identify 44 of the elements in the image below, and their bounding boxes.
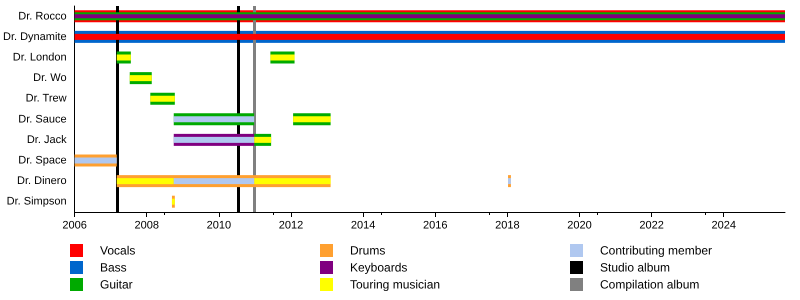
x-tick-label: 2018 — [495, 220, 520, 232]
y-tick-label: Dr. Space — [18, 154, 67, 166]
y-tick-label: Dr. Dinero — [17, 175, 67, 188]
y-tick-label: Dr. Sauce — [18, 113, 67, 126]
legend-label: Keyboards — [350, 260, 408, 274]
x-tick-label: 2016 — [422, 220, 448, 232]
bar — [116, 178, 174, 184]
y-tick-label: Dr. Trew — [26, 92, 67, 105]
bar — [174, 178, 254, 184]
x-tick-label: 2010 — [206, 220, 232, 232]
legend-label: Touring musician — [350, 278, 440, 292]
bar — [270, 54, 295, 60]
x-tick-label: 2014 — [350, 220, 376, 232]
legend-label: Drums — [350, 244, 386, 258]
legend-label: Bass — [100, 260, 127, 274]
bar — [74, 34, 785, 40]
y-tick-label: Dr. London — [12, 52, 67, 64]
legend-label: Vocals — [100, 244, 136, 258]
y-tick-label: Dr. Jack — [26, 134, 68, 146]
y-tick-label: Dr. Dynamite — [2, 30, 67, 43]
x-tick-label: 2012 — [278, 220, 304, 232]
legend-label: Guitar — [100, 278, 133, 292]
bar — [254, 178, 331, 184]
y-tick-label: Dr. Wo — [33, 72, 67, 84]
bar — [74, 158, 117, 164]
x-tick-label: 2022 — [639, 220, 664, 232]
x-tick-label: 2020 — [567, 220, 592, 232]
bar — [174, 116, 254, 122]
bar — [508, 178, 511, 184]
bar — [150, 96, 175, 102]
bar — [174, 136, 254, 143]
legend-label: Compilation album — [600, 278, 700, 292]
legend-label: Contributing member — [600, 244, 712, 258]
bar — [172, 198, 175, 205]
bar — [116, 54, 131, 60]
x-tick-label: 2006 — [62, 220, 87, 232]
bar — [254, 136, 272, 143]
y-tick-label: Dr. Rocco — [18, 10, 67, 22]
bar — [130, 75, 152, 82]
y-tick-label: Dr. Simpson — [6, 196, 67, 208]
legend-label: Studio album — [600, 260, 670, 274]
x-tick-label: 2024 — [711, 220, 736, 232]
bar — [293, 116, 331, 122]
x-tick-label: 2008 — [134, 220, 159, 232]
